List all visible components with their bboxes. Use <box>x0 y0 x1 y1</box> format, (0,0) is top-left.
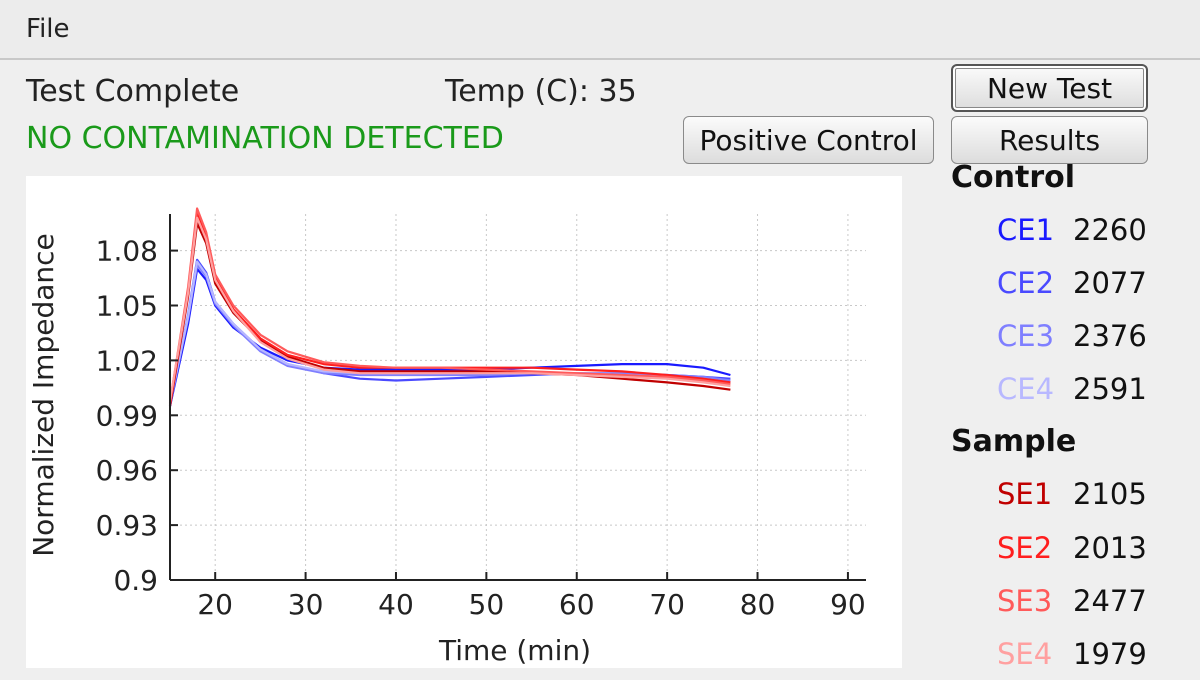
legend-se3-value: 2477 <box>1073 584 1147 618</box>
y-tick-label: 0.9 <box>113 564 158 597</box>
y-tick-label: 0.93 <box>96 509 158 542</box>
x-tick-label: 60 <box>559 588 595 621</box>
test-status-label: Test Complete <box>26 74 240 109</box>
series-line-se3 <box>168 207 731 403</box>
legend-ce3-name: CE3 <box>997 319 1055 353</box>
chart-grid <box>170 214 866 581</box>
legend-se2-value: 2013 <box>1073 531 1147 565</box>
legend-se2-name: SE2 <box>997 531 1053 565</box>
legend-se1-value: 2105 <box>1073 477 1147 511</box>
y-axis-label: Normalized Impedance <box>27 233 60 557</box>
legend-ce4-name: CE4 <box>997 372 1055 406</box>
legend-se1-name: SE1 <box>997 477 1053 511</box>
menu-bar: File <box>0 0 1200 60</box>
legend-control-title: Control <box>951 160 1076 195</box>
series-line-ce1 <box>168 267 731 407</box>
impedance-chart: 20 30 40 50 60 70 80 90 0.9 0.93 0.96 0.99 1.02 1.05 1… <box>27 207 866 667</box>
new-test-button[interactable]: New Test <box>951 64 1148 112</box>
legend-se3-name: SE3 <box>997 584 1053 618</box>
results-button[interactable]: Results <box>951 116 1148 164</box>
impedance-chart-panel: 20 30 40 50 60 70 80 90 0.9 0.93 0.96 0.99 1.02 1.05 1… <box>26 176 902 668</box>
legend-ce2-name: CE2 <box>997 266 1055 300</box>
legend-se4-value: 1979 <box>1073 637 1147 671</box>
chart-axes: 20 30 40 50 60 70 80 90 0.9 0.93 0.96 0.99 1.02 1.05 1… <box>96 214 866 621</box>
legend-ce1-value: 2260 <box>1073 213 1147 247</box>
x-tick-label: 40 <box>378 588 414 621</box>
y-tick-label: 0.96 <box>96 454 158 487</box>
legend-se4-name: SE4 <box>997 637 1053 671</box>
chart-series <box>168 207 731 407</box>
x-tick-label: 20 <box>197 588 233 621</box>
x-tick-label: 30 <box>288 588 324 621</box>
legend-ce2-value: 2077 <box>1073 266 1147 300</box>
x-tick-label: 50 <box>469 588 505 621</box>
y-tick-label: 1.05 <box>96 290 158 323</box>
menu-file[interactable]: File <box>26 14 70 44</box>
y-tick-label: 1.02 <box>96 344 158 377</box>
x-tick-label: 90 <box>830 588 866 621</box>
temperature-readout: Temp (C): 35 <box>445 74 637 109</box>
positive-control-button[interactable]: Positive Control <box>683 116 934 164</box>
legend-ce4-value: 2591 <box>1073 372 1147 406</box>
x-axis-label: Time (min) <box>438 634 591 667</box>
legend-ce1-name: CE1 <box>997 213 1055 247</box>
legend-ce3-value: 2376 <box>1073 319 1147 353</box>
x-tick-label: 70 <box>649 588 685 621</box>
series-line-se4 <box>168 216 731 401</box>
y-tick-label: 0.99 <box>96 399 158 432</box>
x-tick-label: 80 <box>740 588 776 621</box>
y-tick-label: 1.08 <box>96 235 158 268</box>
contamination-verdict: NO CONTAMINATION DETECTED <box>26 121 504 156</box>
legend-sample-title: Sample <box>951 424 1077 459</box>
